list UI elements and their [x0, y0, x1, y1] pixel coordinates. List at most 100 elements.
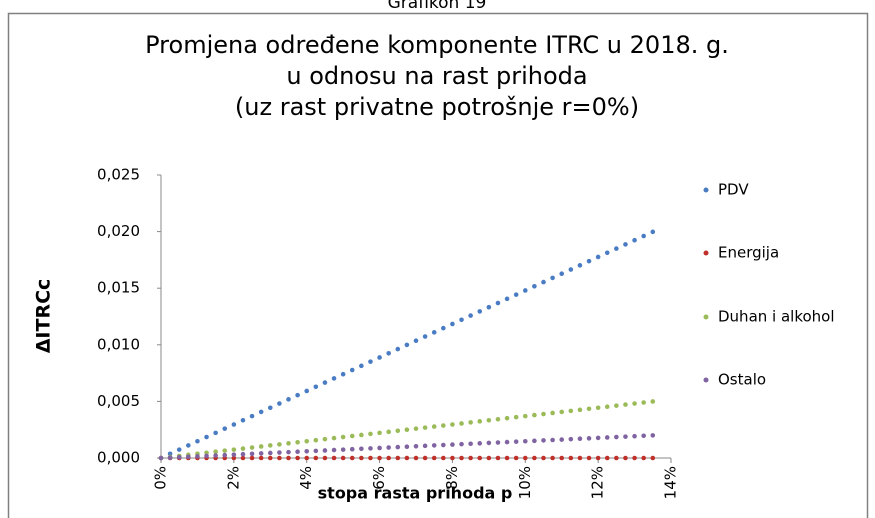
- data-point: [513, 292, 519, 297]
- data-point: [632, 237, 637, 243]
- data-point: [559, 409, 565, 415]
- data-point: [614, 403, 619, 408]
- data-point: [267, 443, 273, 448]
- data-point: [340, 434, 346, 440]
- data-point: [541, 279, 546, 285]
- data-point: [359, 446, 364, 452]
- data-point: [386, 445, 391, 450]
- data-point: [513, 455, 519, 461]
- data-point: [504, 439, 510, 445]
- x-tick-label: 0%: [152, 466, 170, 490]
- data-point: [340, 447, 346, 452]
- data-point: [304, 455, 310, 461]
- data-point: [477, 309, 483, 314]
- data-point: [632, 433, 637, 439]
- data-point: [204, 434, 209, 440]
- data-point: [586, 406, 592, 412]
- data-point: [258, 451, 264, 456]
- data-point: [340, 455, 346, 461]
- data-point: [349, 455, 355, 461]
- data-point: [431, 455, 437, 461]
- data-point: [550, 455, 555, 461]
- data-point: [441, 423, 446, 428]
- data-point: [368, 431, 373, 437]
- legend-marker: [703, 314, 709, 320]
- figure-caption: Grafikon 19: [388, 0, 487, 13]
- x-tick-label: 12%: [589, 466, 607, 499]
- data-point: [477, 455, 483, 461]
- data-point: [541, 455, 546, 461]
- data-point: [368, 455, 373, 461]
- data-point: [395, 346, 401, 352]
- data-point: [322, 448, 328, 453]
- data-point: [595, 254, 601, 260]
- data-point: [286, 397, 291, 402]
- data-point: [267, 450, 273, 456]
- data-point: [304, 438, 310, 444]
- data-point: [559, 455, 565, 461]
- data-point: [441, 455, 446, 461]
- data-point: [450, 422, 455, 427]
- data-point: [277, 450, 282, 455]
- data-point: [577, 407, 583, 413]
- data-point: [468, 313, 473, 318]
- data-point: [459, 317, 464, 323]
- data-point: [568, 436, 574, 442]
- data-point: [650, 433, 656, 438]
- data-point: [186, 454, 191, 460]
- data-point: [240, 446, 246, 451]
- data-point: [513, 414, 519, 420]
- data-point: [577, 436, 583, 442]
- data-point: [441, 325, 446, 331]
- data-point: [176, 454, 182, 460]
- data-point: [522, 438, 528, 444]
- legend-label: Ostalo: [718, 371, 766, 389]
- data-point: [322, 436, 328, 442]
- data-point: [176, 447, 182, 452]
- data-point: [459, 455, 464, 461]
- data-point: [267, 405, 273, 411]
- data-point: [586, 455, 592, 461]
- data-point: [495, 300, 501, 306]
- data-point: [331, 435, 337, 441]
- data-point: [295, 449, 300, 455]
- data-point: [258, 444, 264, 449]
- data-point: [204, 453, 209, 459]
- data-point: [541, 411, 546, 417]
- data-point: [504, 296, 510, 302]
- data-point: [431, 443, 437, 448]
- data-point: [195, 438, 200, 444]
- data-point: [322, 455, 328, 461]
- data-point: [650, 399, 656, 404]
- data-point: [532, 283, 537, 289]
- data-point: [604, 404, 610, 409]
- data-point: [604, 250, 610, 256]
- data-point: [186, 443, 191, 448]
- data-point: [431, 424, 437, 429]
- data-point: [331, 376, 337, 381]
- data-point: [304, 448, 310, 454]
- data-point: [277, 442, 282, 447]
- data-point: [222, 448, 228, 453]
- data-point: [559, 437, 565, 442]
- data-point: [550, 437, 555, 443]
- data-point: [550, 275, 555, 281]
- data-point: [267, 455, 273, 461]
- data-point: [240, 451, 246, 457]
- data-point: [231, 452, 237, 457]
- data-point: [495, 455, 501, 461]
- data-point: [595, 435, 601, 441]
- chart-title: (uz rast privatne potrošnje r=0%): [235, 93, 639, 121]
- data-point: [641, 233, 646, 239]
- data-point: [450, 321, 455, 327]
- data-point: [231, 455, 237, 461]
- data-point: [313, 448, 319, 454]
- data-point: [395, 428, 401, 434]
- data-point: [459, 421, 464, 426]
- x-tick-label: 10%: [516, 466, 534, 499]
- data-point: [413, 443, 419, 449]
- chart-title: u odnosu na rast prihoda: [286, 62, 587, 90]
- data-point: [650, 455, 656, 461]
- data-point: [386, 429, 391, 435]
- data-point: [486, 455, 492, 461]
